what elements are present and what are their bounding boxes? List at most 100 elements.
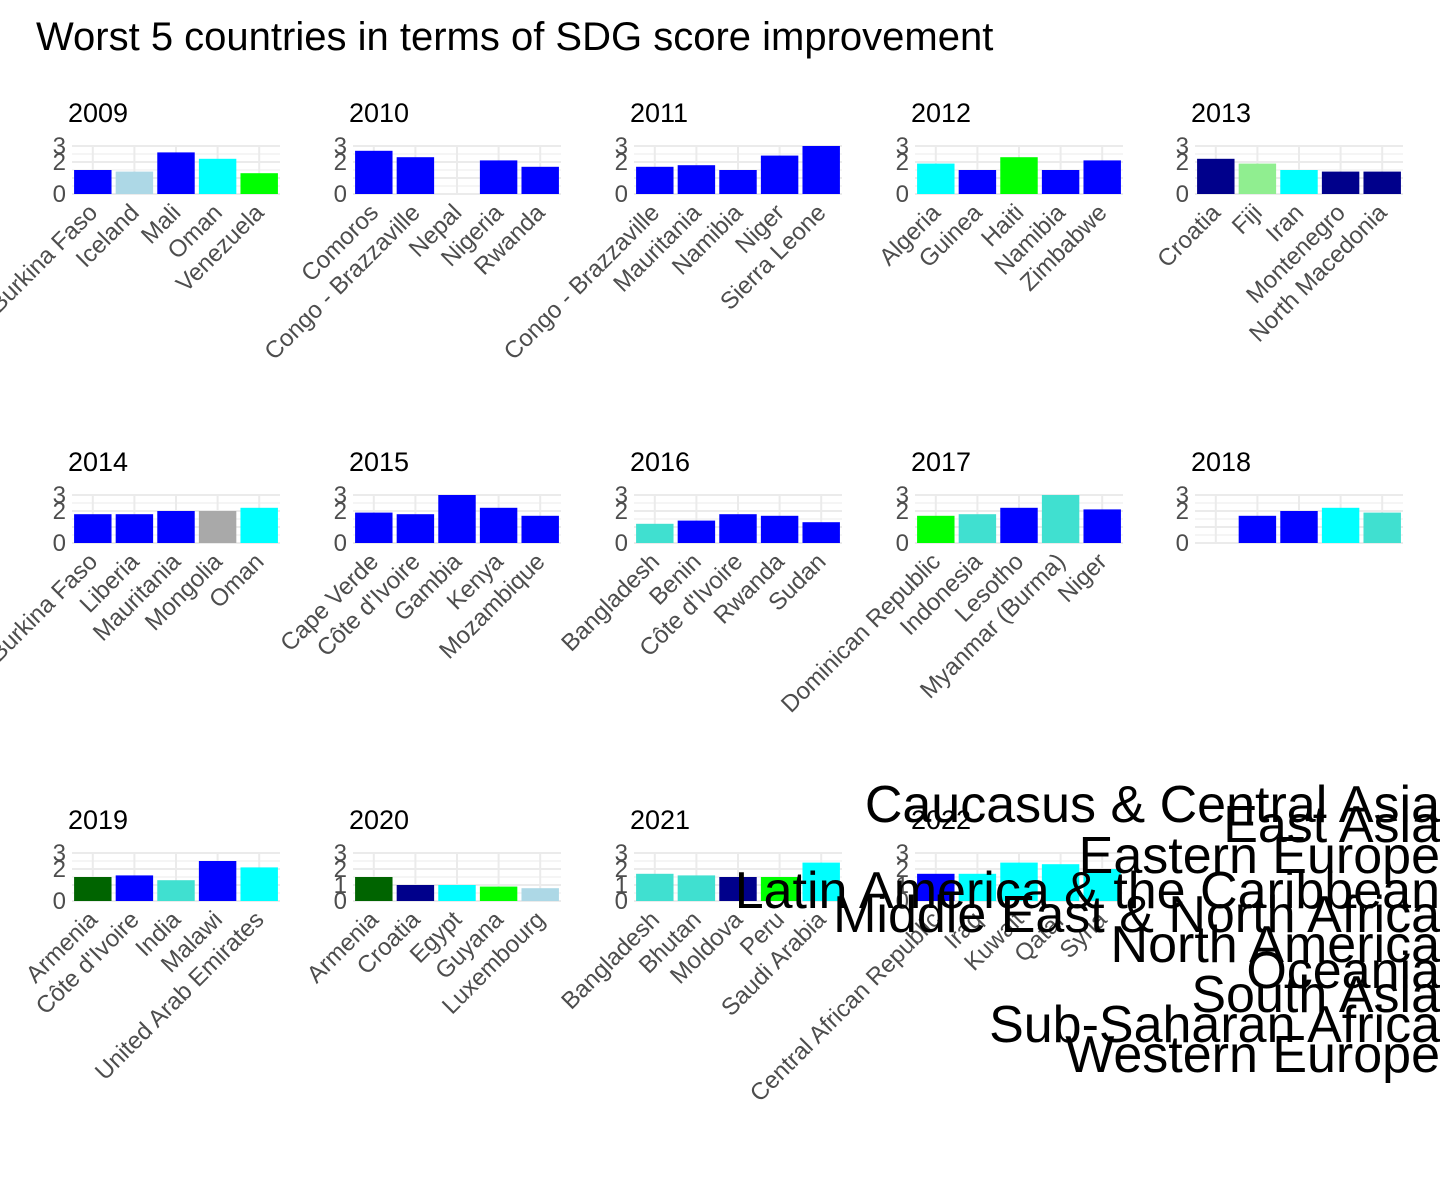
bar-Croatia	[1197, 158, 1235, 194]
bar-Peru	[760, 877, 799, 901]
y-tick-label: 2	[334, 856, 347, 883]
facet-title: 2018	[1191, 447, 1251, 477]
x-tick-label: Croatia	[1152, 199, 1226, 273]
bar-Côte d'Ivoire	[719, 514, 757, 543]
bar-Fiji	[1238, 163, 1277, 194]
facet-title: 2017	[911, 447, 971, 477]
y-tick-label: 0	[53, 181, 66, 208]
bar-Congo - Brazzaville	[636, 166, 674, 194]
y-tick-label: 2	[615, 498, 628, 525]
bar-Bangladesh	[636, 873, 674, 901]
y-tick-label: 3	[896, 840, 909, 867]
y-tick-label: 3	[615, 133, 628, 160]
bar-Namibia	[719, 170, 757, 194]
bar-Kuwait	[1000, 862, 1038, 901]
region-label: North America	[1111, 916, 1440, 974]
bar-North Macedonia	[1363, 171, 1401, 194]
y-tick-label: 2	[1176, 149, 1189, 176]
bar-Iraq	[958, 873, 997, 901]
y-tick-label: 2	[1176, 498, 1189, 525]
bar-Mauritania	[157, 511, 195, 543]
y-tick-label: 2	[334, 498, 347, 525]
bar-Niger	[1083, 509, 1121, 543]
bar-Mozambique	[521, 515, 559, 543]
bar-Venezuela	[240, 173, 278, 194]
facet-panel-2020: 20200123ArmeniaCroatiaEgyptGuyanaLuxembo…	[302, 805, 561, 1020]
y-tick-label: 2	[53, 498, 66, 525]
bar-Indonesia	[958, 514, 997, 543]
bar-Zimbabwe	[1083, 160, 1121, 194]
y-tick-label: 0	[615, 530, 628, 557]
y-tick-label: 2	[896, 856, 909, 883]
bar-item-3	[1280, 511, 1318, 543]
bar-Myanmar (Burma)	[1041, 495, 1080, 543]
bar-Bangladesh	[636, 523, 674, 543]
bar-Armenia	[74, 877, 112, 901]
y-tick-label: 2	[615, 856, 628, 883]
y-tick-label: 3	[53, 482, 66, 509]
facet-title: 2022	[911, 805, 971, 835]
y-tick-label: 2	[896, 498, 909, 525]
y-tick-label: 3	[53, 133, 66, 160]
y-tick-label: 1	[896, 872, 909, 899]
y-tick-label: 0	[896, 181, 909, 208]
bar-Guinea	[958, 170, 997, 194]
y-tick-label: 3	[896, 482, 909, 509]
region-label: Latin America & the Caribbean	[735, 862, 1440, 920]
bar-Oman	[198, 158, 237, 194]
y-tick-label: 3	[896, 133, 909, 160]
y-tick-label: 2	[53, 149, 66, 176]
y-tick-label: 0	[896, 888, 909, 915]
facet-title: 2016	[630, 447, 690, 477]
y-tick-label: 0	[615, 888, 628, 915]
x-tick-label: Niger	[1053, 548, 1113, 608]
bar-Gambia	[438, 495, 476, 543]
bar-Central African Republic	[917, 873, 955, 901]
bar-Egypt	[438, 885, 476, 901]
bar-Sudan	[802, 522, 840, 543]
region-label: Sub-Saharan Africa	[989, 996, 1440, 1054]
y-tick-label: 2	[615, 149, 628, 176]
bar-Niger	[760, 155, 799, 194]
region-label: Middle East & North Africa	[833, 886, 1440, 944]
y-tick-label: 0	[615, 181, 628, 208]
bar-Mongolia	[198, 511, 237, 543]
facet-title: 2021	[630, 805, 690, 835]
y-tick-label: 0	[896, 530, 909, 557]
bar-Montenegro	[1321, 171, 1360, 194]
y-tick-label: 3	[1176, 133, 1189, 160]
facet-title: 2013	[1191, 98, 1251, 128]
bar-Rwanda	[760, 515, 799, 543]
bar-Croatia	[396, 885, 435, 901]
bar-item-2	[1238, 515, 1277, 543]
bar-Benin	[677, 520, 716, 543]
bar-Burkina Faso	[74, 514, 112, 543]
bar-Rwanda	[521, 166, 559, 194]
bar-Côte d'Ivoire	[396, 514, 435, 543]
facet-title: 2015	[349, 447, 409, 477]
y-tick-label: 3	[615, 840, 628, 867]
y-tick-label: 0	[1176, 181, 1189, 208]
bar-Burkina Faso	[74, 170, 112, 194]
bar-Sierra Leone	[802, 146, 840, 194]
bar-Guyana	[479, 886, 518, 901]
y-tick-label: 3	[53, 840, 66, 867]
y-tick-label: 1	[615, 872, 628, 899]
y-tick-label: 0	[334, 181, 347, 208]
bar-Saudi Arabia	[802, 862, 840, 901]
y-tick-label: 0	[1176, 530, 1189, 557]
chart-title: Worst 5 countries in terms of SDG score …	[36, 15, 993, 59]
bar-Luxembourg	[521, 888, 559, 901]
y-tick-label: 2	[896, 149, 909, 176]
y-tick-label: 3	[334, 133, 347, 160]
